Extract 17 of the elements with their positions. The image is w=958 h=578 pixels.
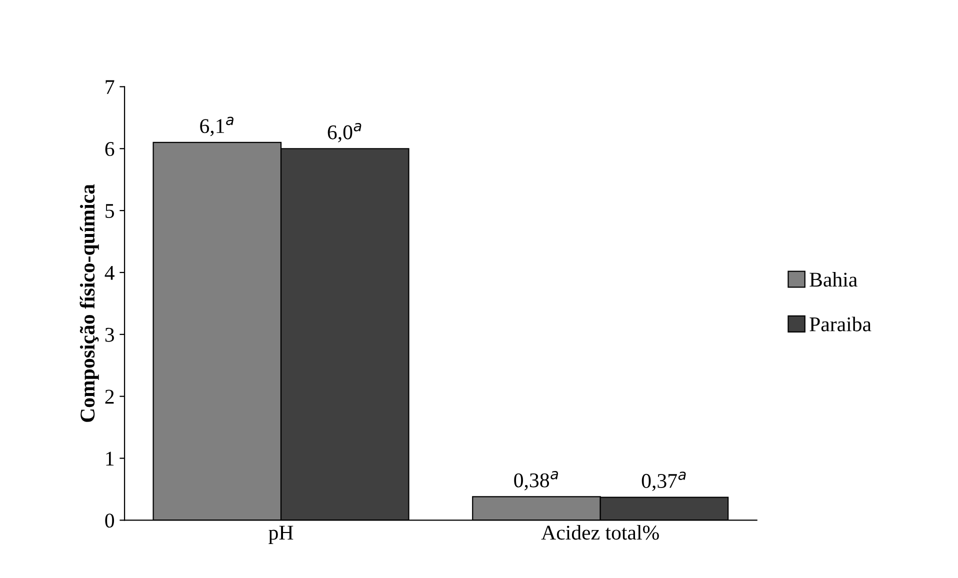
y-tick-label: 1 <box>106 452 114 466</box>
legend-label: Bahia <box>810 272 858 287</box>
y-tick-label: 0 <box>105 514 114 528</box>
data-label: 0,37$^{a}$ <box>642 472 686 491</box>
data-label: 6,0$^{a}$ <box>328 122 362 142</box>
y-tick-label: 4 <box>104 266 114 280</box>
y-tick-label: 6 <box>105 142 114 156</box>
y-tick-label: 5 <box>106 204 114 218</box>
data-label: 0,38$^{a}$ <box>514 471 558 490</box>
x-tick-label: Acidez total% <box>541 525 659 540</box>
y-axis-title: Composição físico-química <box>80 184 99 422</box>
y-tick-label: 2 <box>105 390 114 404</box>
y-tick-label: 7 <box>106 80 114 94</box>
y-tick-label: 3 <box>105 328 114 342</box>
x-tick-label: pH <box>268 526 294 544</box>
legend-label: Paraiba <box>810 316 872 332</box>
data-label: 6,1$^{a}$ <box>200 116 234 136</box>
